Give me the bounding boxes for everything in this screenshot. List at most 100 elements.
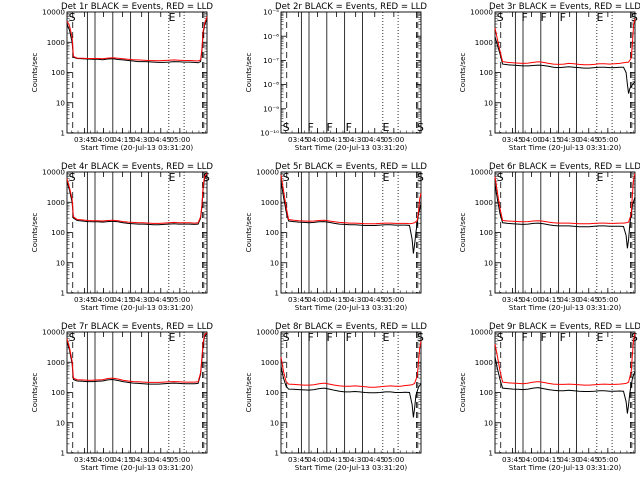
plot-frame — [280, 171, 422, 294]
panel-det-1: Det 1r BLACK = Events, RED = LLD Counts/s… — [30, 2, 213, 152]
y-tick-label: 1000 — [47, 358, 66, 367]
flag-label: F — [560, 331, 566, 344]
flag-label: E — [383, 171, 390, 184]
lld-series-line — [494, 18, 636, 66]
y-tick-label: 10 — [484, 98, 494, 107]
x-tick-label: 04:15 — [112, 295, 133, 304]
x-tick-label: 03:45 — [288, 295, 309, 304]
panel-title: Det 3r BLACK = Events, RED = LLD — [489, 2, 640, 12]
x-tick-label: 03:45 — [74, 455, 95, 464]
flag-label: F — [346, 331, 352, 344]
y-axis-label: Counts/sec — [458, 373, 467, 413]
plot-frame — [494, 331, 636, 454]
flag-label: S — [283, 171, 290, 184]
flag-label: S — [69, 171, 76, 184]
x-tick-label: 05:00 — [597, 295, 618, 304]
panel-det-6: Det 6r BLACK = Events, RED = LLD Counts/s… — [458, 162, 640, 312]
y-tick-label: 10000 — [42, 328, 65, 337]
y-tick-label: 100 — [51, 228, 65, 237]
panel-title: Det 1r BLACK = Events, RED = LLD — [61, 2, 213, 12]
x-tick-label: 04:15 — [112, 135, 133, 144]
x-axis-label: Start Time (20-Jul-13 03:31:20) — [81, 303, 194, 312]
flag-label: E — [169, 331, 176, 344]
flag-label: F — [327, 121, 333, 134]
x-tick-label: 04:30 — [345, 455, 366, 464]
y-tick-label: 1000 — [261, 198, 280, 207]
y-tick-label: 100 — [479, 388, 493, 397]
lld-series-line — [66, 173, 208, 224]
y-tick-label: 10⁻⁶ — [263, 32, 279, 41]
panel-title: Det 4r BLACK = Events, RED = LLD — [61, 162, 213, 172]
x-tick-label: 04:45 — [150, 455, 171, 464]
y-tick-label: 10 — [484, 258, 494, 267]
panel-det-3: Det 3r BLACK = Events, RED = LLD Counts/s… — [458, 2, 640, 152]
events-series-line — [280, 181, 422, 254]
x-tick-label: 05:00 — [383, 295, 404, 304]
events-series-line — [494, 183, 636, 249]
y-tick-label: 10⁻¹⁰ — [260, 129, 279, 138]
flag-label: E — [383, 331, 390, 344]
y-tick-label: 10 — [56, 258, 66, 267]
x-tick-label: 05:00 — [169, 295, 190, 304]
plot-frame — [66, 331, 208, 454]
flag-label: S — [283, 331, 290, 344]
x-tick-label: 05:00 — [169, 135, 190, 144]
panel-det-2: Det 2r BLACK = Events, RED = LLD Counts/s… — [244, 2, 427, 152]
plot-frame — [494, 11, 636, 134]
x-tick-label: 04:45 — [364, 455, 385, 464]
y-tick-label: 100 — [479, 68, 493, 77]
flag-label: F — [307, 121, 313, 134]
x-tick-label: 04:00 — [307, 295, 328, 304]
x-axis-label: Start Time (20-Jul-13 03:31:20) — [295, 303, 408, 312]
x-tick-label: 05:00 — [597, 135, 618, 144]
y-tick-label: 1 — [60, 129, 65, 138]
y-tick-label: 1 — [488, 449, 493, 458]
flag-label: S — [417, 331, 424, 344]
y-tick-label: 10⁻⁵ — [263, 8, 279, 17]
lld-series-line — [280, 341, 422, 388]
x-tick-label: 04:15 — [326, 135, 347, 144]
y-tick-label: 10000 — [42, 8, 65, 17]
x-tick-label: 03:45 — [74, 295, 95, 304]
flag-label: E — [597, 171, 604, 184]
x-tick-label: 04:30 — [131, 135, 152, 144]
lld-series-line — [66, 16, 208, 62]
y-tick-label: 10 — [56, 98, 66, 107]
y-tick-label: 100 — [51, 68, 65, 77]
flag-label: S — [417, 121, 424, 134]
x-axis-label: Start Time (20-Jul-13 03:31:20) — [81, 143, 194, 152]
y-tick-label: 10000 — [470, 328, 493, 337]
y-tick-label: 1000 — [475, 358, 494, 367]
x-tick-label: 04:00 — [93, 455, 114, 464]
x-tick-label: 04:00 — [521, 295, 542, 304]
y-tick-label: 1000 — [261, 358, 280, 367]
flag-label: F — [541, 11, 547, 24]
x-tick-label: 04:15 — [540, 135, 561, 144]
y-tick-label: 1 — [274, 289, 279, 298]
x-tick-label: 04:45 — [364, 295, 385, 304]
y-tick-label: 1 — [488, 129, 493, 138]
flag-label: S — [283, 121, 290, 134]
panel-title: Det 7r BLACK = Events, RED = LLD — [61, 322, 213, 332]
x-tick-label: 04:45 — [578, 135, 599, 144]
x-axis-label: Start Time (20-Jul-13 03:31:20) — [295, 463, 408, 472]
y-axis-label: Counts/sec — [244, 53, 253, 93]
y-tick-label: 1000 — [475, 38, 494, 47]
x-axis-label: Start Time (20-Jul-13 03:31:20) — [295, 143, 408, 152]
y-tick-label: 10⁻⁷ — [263, 56, 279, 65]
y-tick-label: 100 — [265, 228, 279, 237]
x-tick-label: 05:00 — [383, 455, 404, 464]
y-tick-label: 10 — [270, 258, 280, 267]
plot-frame — [280, 11, 422, 134]
x-tick-label: 04:45 — [578, 455, 599, 464]
y-tick-label: 100 — [51, 388, 65, 397]
flag-label: F — [541, 331, 547, 344]
flag-label: E — [597, 11, 604, 24]
lld-series-line — [494, 173, 636, 225]
x-tick-label: 03:45 — [502, 295, 523, 304]
panel-det-9: Det 9r BLACK = Events, RED = LLD Counts/s… — [458, 322, 640, 472]
flag-label: F — [327, 331, 333, 344]
y-tick-label: 10000 — [470, 8, 493, 17]
y-tick-label: 1 — [488, 289, 493, 298]
